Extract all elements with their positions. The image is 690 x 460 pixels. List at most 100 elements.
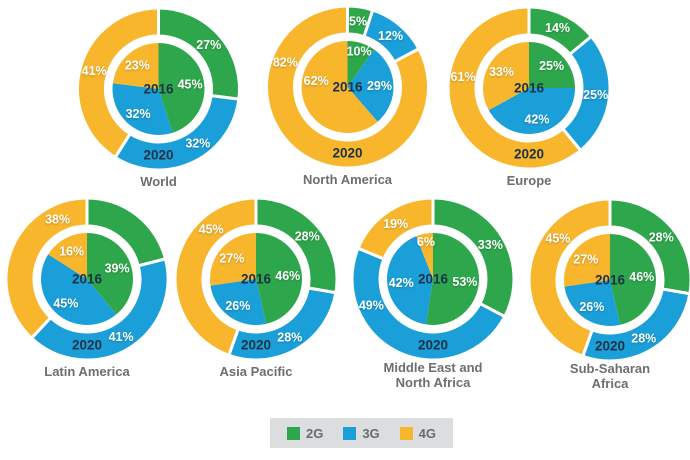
slice-2g-2016 [529,41,576,88]
percent-label: 28% [295,229,320,243]
percent-label: 41% [109,330,134,344]
year-label-outer: 2020 [143,148,173,163]
percent-label: 25% [583,88,608,102]
donut-chart-sub-saharan-africa: 46% 26% 27% 28% 28% 45% 2016 2020 Sub-SaharanAfr… [527,197,690,391]
year-label-outer: 2020 [595,339,625,354]
percent-label: 33% [489,65,514,79]
year-label-outer: 2020 [241,338,271,353]
donut-charts-canvas: 45% 32% 23% 27% 32% 41% 2016 2020 World 10% 29% 62%… [4,4,690,391]
percent-label: 42% [524,112,549,126]
percent-label: 49% [359,299,384,313]
slice-3g-2016 [487,88,576,136]
slice-3g-2016 [40,253,117,326]
inner-ring-separator [476,35,582,141]
donut-chart-middle-east-and-north-africa: 53% 42% 6% 33% 49% 19% 2016 2020 Middle East and… [350,196,516,390]
slice-4g-2016 [415,232,433,279]
year-label-outer: 2020 [418,338,448,353]
percent-label: 62% [304,74,329,88]
donut-chart-world: 45% 32% 23% 27% 32% 41% 2016 2020 World [76,6,241,189]
donut-chart-europe: 25% 42% 33% 14% 25% 61% 2016 2020 Europe [446,5,612,188]
chart-title: Europe [507,173,552,188]
slice-3g-2016 [386,235,433,326]
inner-ring-separator [34,226,140,332]
percent-label: 12% [378,29,403,43]
inner-ring-separator [557,227,663,333]
slice-4g-2016 [563,233,610,287]
percent-label: 53% [452,275,477,289]
legend-label-2g: 2G [305,425,324,441]
percent-label: 14% [545,21,570,35]
percent-label: 82% [273,55,298,69]
year-label-inner: 2016 [241,272,272,287]
slice-2g-2016 [158,42,206,134]
legend-swatch-2g-icon [286,426,300,440]
chart-title: Middle East and [384,360,483,375]
slice-3g-2016 [347,48,395,123]
year-label-outer: 2020 [514,147,544,162]
chart-title: Africa [592,376,630,391]
donut-chart-latin-america: 39% 45% 16% 41% 38% 2016 2020 Latin America [4,196,170,379]
percent-label: 26% [579,300,604,314]
percent-label: 45% [545,231,570,245]
percent-label: 6% [417,235,435,249]
slice-3g-2016 [563,280,621,328]
legend-swatch-4g-icon [399,426,413,440]
percent-label: 32% [126,107,151,121]
percent-label: 46% [629,270,654,284]
legend-item-2g: 2G [286,425,324,441]
percent-label: 46% [275,269,300,283]
legend-label-3g: 3G [362,425,380,441]
year-label-inner: 2016 [418,272,449,287]
donut-chart-asia-pacific: 46% 26% 27% 28% 28% 45% 2016 2020 Asia Pacific [173,196,339,379]
inner-ring-separator [380,226,486,332]
percent-label: 23% [125,59,150,73]
percent-label: 32% [185,137,210,151]
percent-label: 10% [347,44,372,58]
percent-label: 28% [649,230,674,244]
percent-label: 45% [199,223,224,237]
year-label-inner: 2016 [143,82,174,97]
year-label-outer: 2020 [72,338,102,353]
legend-swatch-3g-icon [343,426,357,440]
inner-ring-separator [294,34,401,140]
percent-label: 27% [219,252,244,266]
slice-2g-2016 [347,40,375,87]
year-label-inner: 2016 [332,80,363,95]
chart-title: Sub-Saharan [570,361,650,376]
chart-title: North America [303,172,393,187]
year-label-inner: 2016 [72,272,103,287]
percent-label: 5% [349,14,367,28]
percent-label: 45% [178,77,203,91]
year-label-inner: 2016 [595,273,626,288]
legend-item-3g: 3G [343,425,380,441]
legend-item-4g: 4G [399,425,437,441]
percent-label: 25% [539,59,564,73]
percent-label: 42% [389,276,414,290]
percent-label: 19% [383,217,408,231]
donut-chart-north-america: 10% 29% 62% 5% 12% 82% 2016 2020 North America [265,4,430,187]
legend-label-4g: 4G [418,425,437,441]
year-label-inner: 2016 [514,81,545,96]
slice-4g-2016 [111,42,159,89]
inner-ring-separator [105,36,212,142]
percent-label: 26% [225,299,250,313]
percent-label: 33% [478,238,503,252]
chart-title: Latin America [44,364,130,379]
legend: 2G 3G 4G [270,418,453,448]
percent-label: 41% [82,64,107,78]
percent-label: 28% [277,330,302,344]
percent-label: 39% [105,262,130,276]
slice-2g-2016 [87,232,134,316]
slice-4g-2016 [300,40,379,134]
percent-label: 27% [196,38,221,52]
percent-label: 28% [631,331,656,345]
slice-4g-2016 [209,232,256,286]
slice-2g-2016 [425,232,481,326]
percent-label: 16% [59,244,84,258]
chart-title: North Africa [396,375,471,390]
percent-label: 45% [53,297,78,311]
slice-2g-2016 [610,233,658,326]
chart-title: World [140,174,177,189]
percent-label: 29% [367,79,392,93]
